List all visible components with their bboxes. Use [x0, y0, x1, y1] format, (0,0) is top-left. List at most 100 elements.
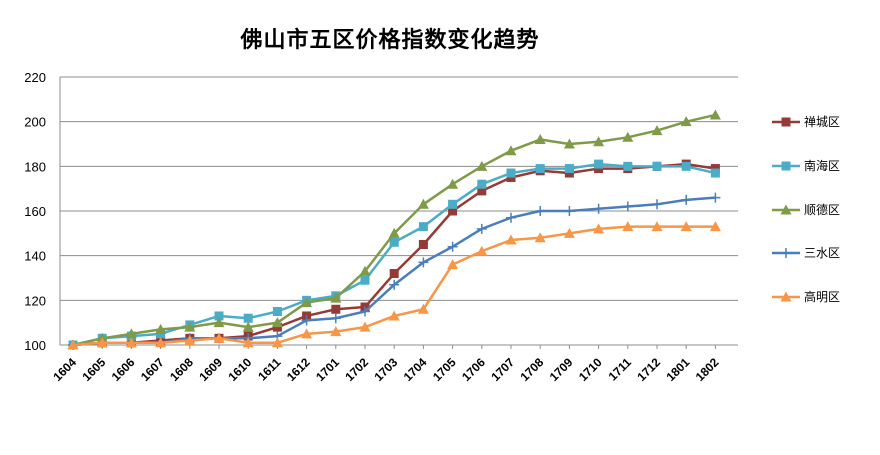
chart-series — [67, 109, 721, 350]
y-tick-label: 140 — [24, 249, 46, 264]
data-point — [563, 227, 575, 238]
data-point — [535, 206, 546, 216]
legend-item: 禅城区 — [772, 115, 840, 129]
data-point — [506, 168, 516, 178]
data-point — [417, 303, 429, 314]
data-point — [476, 245, 488, 256]
data-point — [448, 199, 458, 209]
data-point — [389, 269, 399, 279]
data-point — [301, 297, 313, 308]
y-tick-label: 160 — [24, 204, 46, 219]
data-point — [506, 212, 516, 223]
data-point — [301, 315, 312, 326]
data-point — [418, 240, 428, 249]
data-point — [359, 321, 371, 332]
legend-label: 顺德区 — [804, 202, 840, 217]
x-tick-label: 1709 — [547, 355, 576, 384]
data-point — [360, 275, 370, 285]
data-point — [505, 234, 517, 245]
data-point — [447, 241, 458, 252]
x-tick-label: 1703 — [372, 355, 401, 384]
x-tick-label: 1611 — [255, 355, 284, 384]
data-point — [448, 206, 458, 216]
data-point — [125, 328, 137, 339]
data-point — [418, 222, 428, 232]
data-point — [213, 317, 225, 328]
legend-item: 顺德区 — [772, 202, 840, 217]
x-tick-label: 1704 — [401, 355, 430, 384]
data-point — [67, 339, 79, 350]
data-point — [155, 323, 167, 334]
data-point — [505, 145, 517, 156]
legend-marker — [780, 204, 792, 215]
data-point — [564, 164, 574, 174]
data-point — [447, 178, 459, 189]
x-tick-label: 1701 — [313, 355, 342, 384]
data-point — [477, 186, 487, 196]
data-point — [710, 168, 720, 178]
data-point — [651, 125, 663, 136]
y-tick-label: 220 — [24, 70, 46, 85]
data-point — [563, 138, 575, 149]
data-point — [477, 179, 487, 189]
data-point — [330, 326, 342, 337]
data-point — [271, 337, 283, 348]
x-axis: 1604 1605 1606 1607 1608 1609 1610 1611 1612 1701… — [50, 344, 738, 384]
x-tick-label: 1702 — [342, 355, 371, 384]
data-point — [242, 321, 254, 332]
legend-label: 禅城区 — [804, 115, 840, 129]
legend-marker — [780, 291, 792, 302]
data-point — [213, 332, 225, 343]
x-tick-label: 1612 — [284, 355, 313, 384]
data-point — [709, 109, 721, 120]
x-tick-label: 1609 — [196, 355, 225, 384]
y-tick-label: 100 — [24, 338, 46, 353]
data-point — [622, 131, 634, 142]
chart-grid — [60, 76, 738, 346]
data-point — [681, 161, 691, 171]
data-point — [389, 279, 400, 290]
data-point — [301, 328, 313, 339]
data-point — [681, 194, 692, 205]
x-tick-label: 1710 — [576, 355, 605, 384]
data-point — [593, 136, 605, 147]
y-tick-label: 200 — [24, 115, 46, 130]
legend-marker — [781, 161, 791, 171]
legend-item: 三水区 — [772, 246, 840, 260]
data-point — [593, 223, 605, 234]
data-point — [214, 311, 224, 321]
x-tick-label: 1605 — [80, 355, 109, 384]
data-point — [476, 223, 487, 234]
data-point — [622, 201, 633, 212]
x-tick-label: 1606 — [109, 355, 138, 384]
series-1 — [68, 159, 720, 350]
x-tick-label: 1607 — [138, 355, 167, 384]
data-point — [388, 227, 400, 238]
data-point — [535, 164, 545, 174]
data-point — [534, 232, 546, 243]
data-point — [476, 160, 488, 171]
x-tick-label: 1802 — [693, 355, 722, 384]
data-point — [389, 237, 399, 247]
chart-title: 佛山市五区价格指数变化趋势 — [239, 27, 539, 53]
legend-marker — [781, 248, 791, 258]
data-point — [271, 317, 283, 328]
data-point — [125, 337, 137, 348]
x-tick-label: 1610 — [226, 355, 255, 384]
data-point — [593, 203, 604, 214]
data-point — [652, 161, 662, 171]
data-point — [651, 221, 663, 232]
data-point — [594, 159, 604, 169]
y-axis: 100 120 140 160 180 200 220 — [24, 70, 61, 353]
data-point — [447, 259, 459, 270]
data-point — [242, 337, 254, 348]
y-tick-label: 120 — [24, 293, 46, 308]
legend-item: 南海区 — [772, 158, 840, 173]
x-tick-label: 1706 — [459, 355, 488, 384]
data-point — [417, 198, 429, 209]
data-point — [564, 206, 575, 216]
data-point — [652, 199, 662, 210]
data-point — [331, 304, 341, 314]
